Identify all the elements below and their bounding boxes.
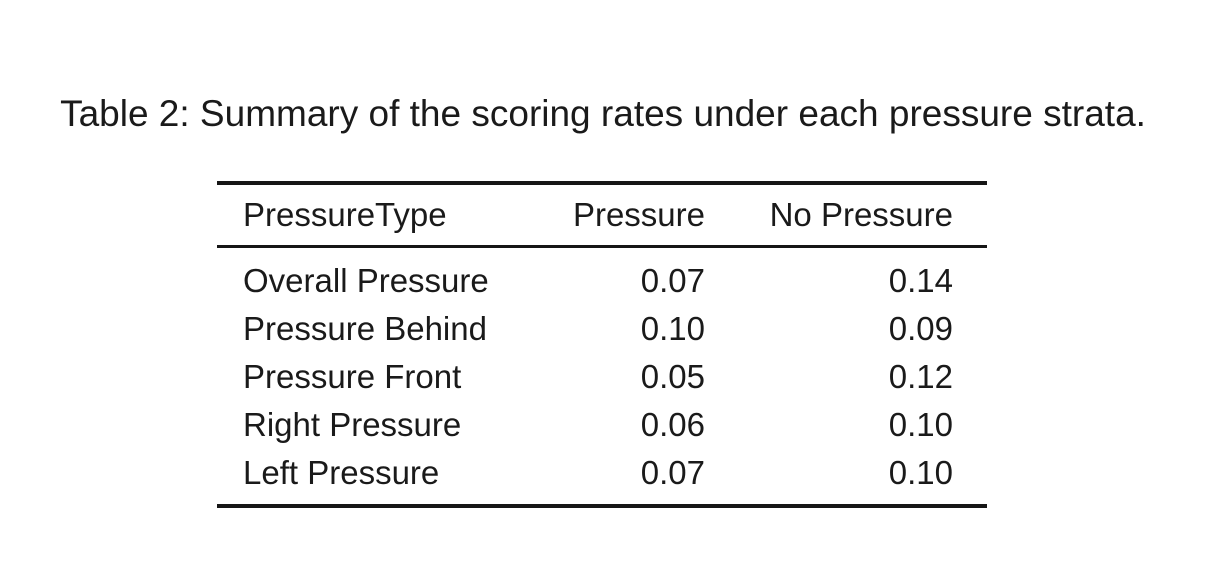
no-pressure-value: 0.10 bbox=[888, 405, 953, 443]
column-header-pressure: Pressure bbox=[547, 183, 705, 248]
row-label: Pressure Front bbox=[243, 357, 462, 395]
table-body: Overall Pressure 0.07 0.14 Pressure Behind 0… bbox=[217, 246, 987, 506]
table-row: Overall Pressure 0.07 0.14 bbox=[217, 246, 987, 305]
row-label: Pressure Behind bbox=[243, 309, 487, 347]
no-pressure-value: 0.09 bbox=[888, 309, 953, 347]
table-caption: Table 2: Summary of the scoring rates un… bbox=[60, 93, 1146, 134]
table-row: Right Pressure 0.06 0.10 bbox=[217, 401, 987, 449]
header-row: PressureType Pressure No Pressure bbox=[217, 183, 987, 248]
row-label: Overall Pressure bbox=[243, 261, 489, 299]
no-pressure-value: 0.12 bbox=[888, 357, 953, 395]
pressure-value: 0.10 bbox=[640, 309, 705, 347]
table-row: Pressure Front 0.05 0.12 bbox=[217, 353, 987, 401]
table-row: Left Pressure 0.07 0.10 bbox=[217, 449, 987, 506]
summary-table: PressureType Pressure No Pressure Overal… bbox=[217, 181, 987, 508]
table-header: PressureType Pressure No Pressure bbox=[217, 183, 987, 248]
row-label: Right Pressure bbox=[243, 405, 462, 443]
no-pressure-value: 0.14 bbox=[888, 261, 953, 299]
pressure-value: 0.07 bbox=[640, 453, 705, 491]
row-label: Left Pressure bbox=[243, 453, 440, 491]
column-header-no-pressure: No Pressure bbox=[705, 183, 987, 248]
pressure-value: 0.06 bbox=[640, 405, 705, 443]
pressure-value: 0.05 bbox=[640, 357, 705, 395]
no-pressure-value: 0.10 bbox=[888, 453, 953, 491]
table-row: Pressure Behind 0.10 0.09 bbox=[217, 305, 987, 353]
column-header-pressure-type: PressureType bbox=[217, 183, 547, 248]
pressure-value: 0.07 bbox=[640, 261, 705, 299]
